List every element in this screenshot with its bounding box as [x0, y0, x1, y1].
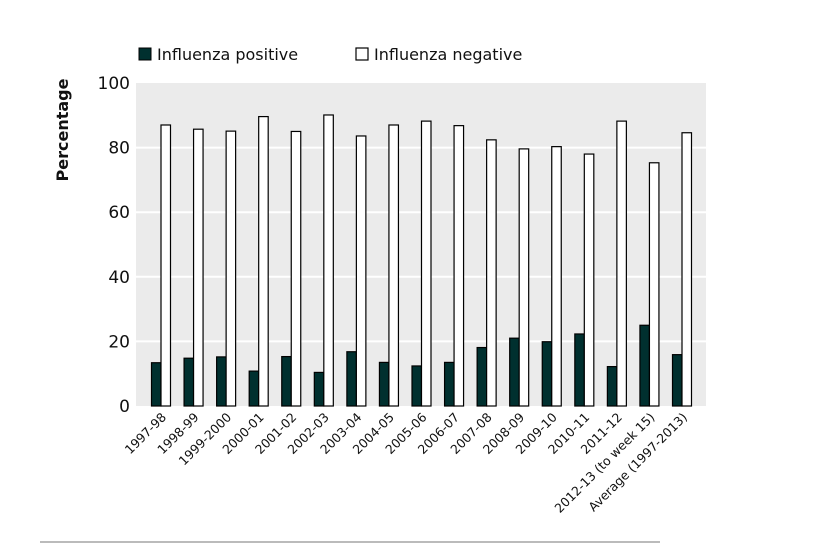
bar-positive — [443, 361, 455, 407]
y-tick-label: 0 — [119, 397, 130, 417]
bar-negative — [388, 124, 400, 407]
bar-positive — [574, 333, 585, 407]
bar-negative — [681, 132, 693, 407]
bar-negative — [355, 135, 367, 407]
bar-negative — [648, 162, 660, 407]
bar-positive — [639, 324, 651, 407]
y-tick-label: 20 — [108, 332, 130, 352]
bar-positive — [216, 356, 227, 407]
bar-positive — [606, 365, 618, 407]
bar-positive — [476, 346, 488, 407]
bar-negative — [258, 115, 269, 407]
bar-negative — [453, 125, 465, 407]
bar-negative — [518, 148, 530, 407]
bar-negative — [290, 130, 302, 407]
bar-negative — [323, 114, 334, 407]
bar-negative — [420, 120, 432, 407]
bar-negative — [160, 124, 172, 407]
bar-positive — [281, 355, 292, 407]
bar-negative — [225, 130, 237, 407]
bar-positive — [346, 351, 357, 407]
legend-label-negative: Influenza negative — [374, 45, 522, 64]
bar-negative — [583, 153, 595, 407]
bar-positive — [150, 362, 162, 407]
y-tick-label: 80 — [108, 139, 130, 159]
bar-positive — [411, 365, 423, 407]
legend-label-positive: Influenza positive — [157, 45, 298, 64]
legend-swatch-negative — [355, 47, 369, 61]
bar-negative — [551, 146, 562, 407]
y-tick-label: 40 — [108, 268, 130, 288]
y-tick-label: 100 — [98, 74, 130, 94]
bar-negative — [192, 128, 204, 407]
bar-positive — [509, 337, 520, 407]
bar-positive — [671, 354, 683, 407]
y-tick-label: 60 — [108, 203, 130, 223]
bar-positive — [313, 371, 325, 407]
legend-swatch-positive — [138, 47, 152, 61]
bar-negative — [616, 120, 627, 407]
bar-positive — [183, 357, 195, 407]
bar-positive — [378, 361, 390, 407]
bar-negative — [486, 139, 497, 407]
bar-positive — [541, 341, 553, 407]
y-axis-label: Percentage — [53, 78, 72, 181]
bar-positive — [248, 370, 260, 407]
